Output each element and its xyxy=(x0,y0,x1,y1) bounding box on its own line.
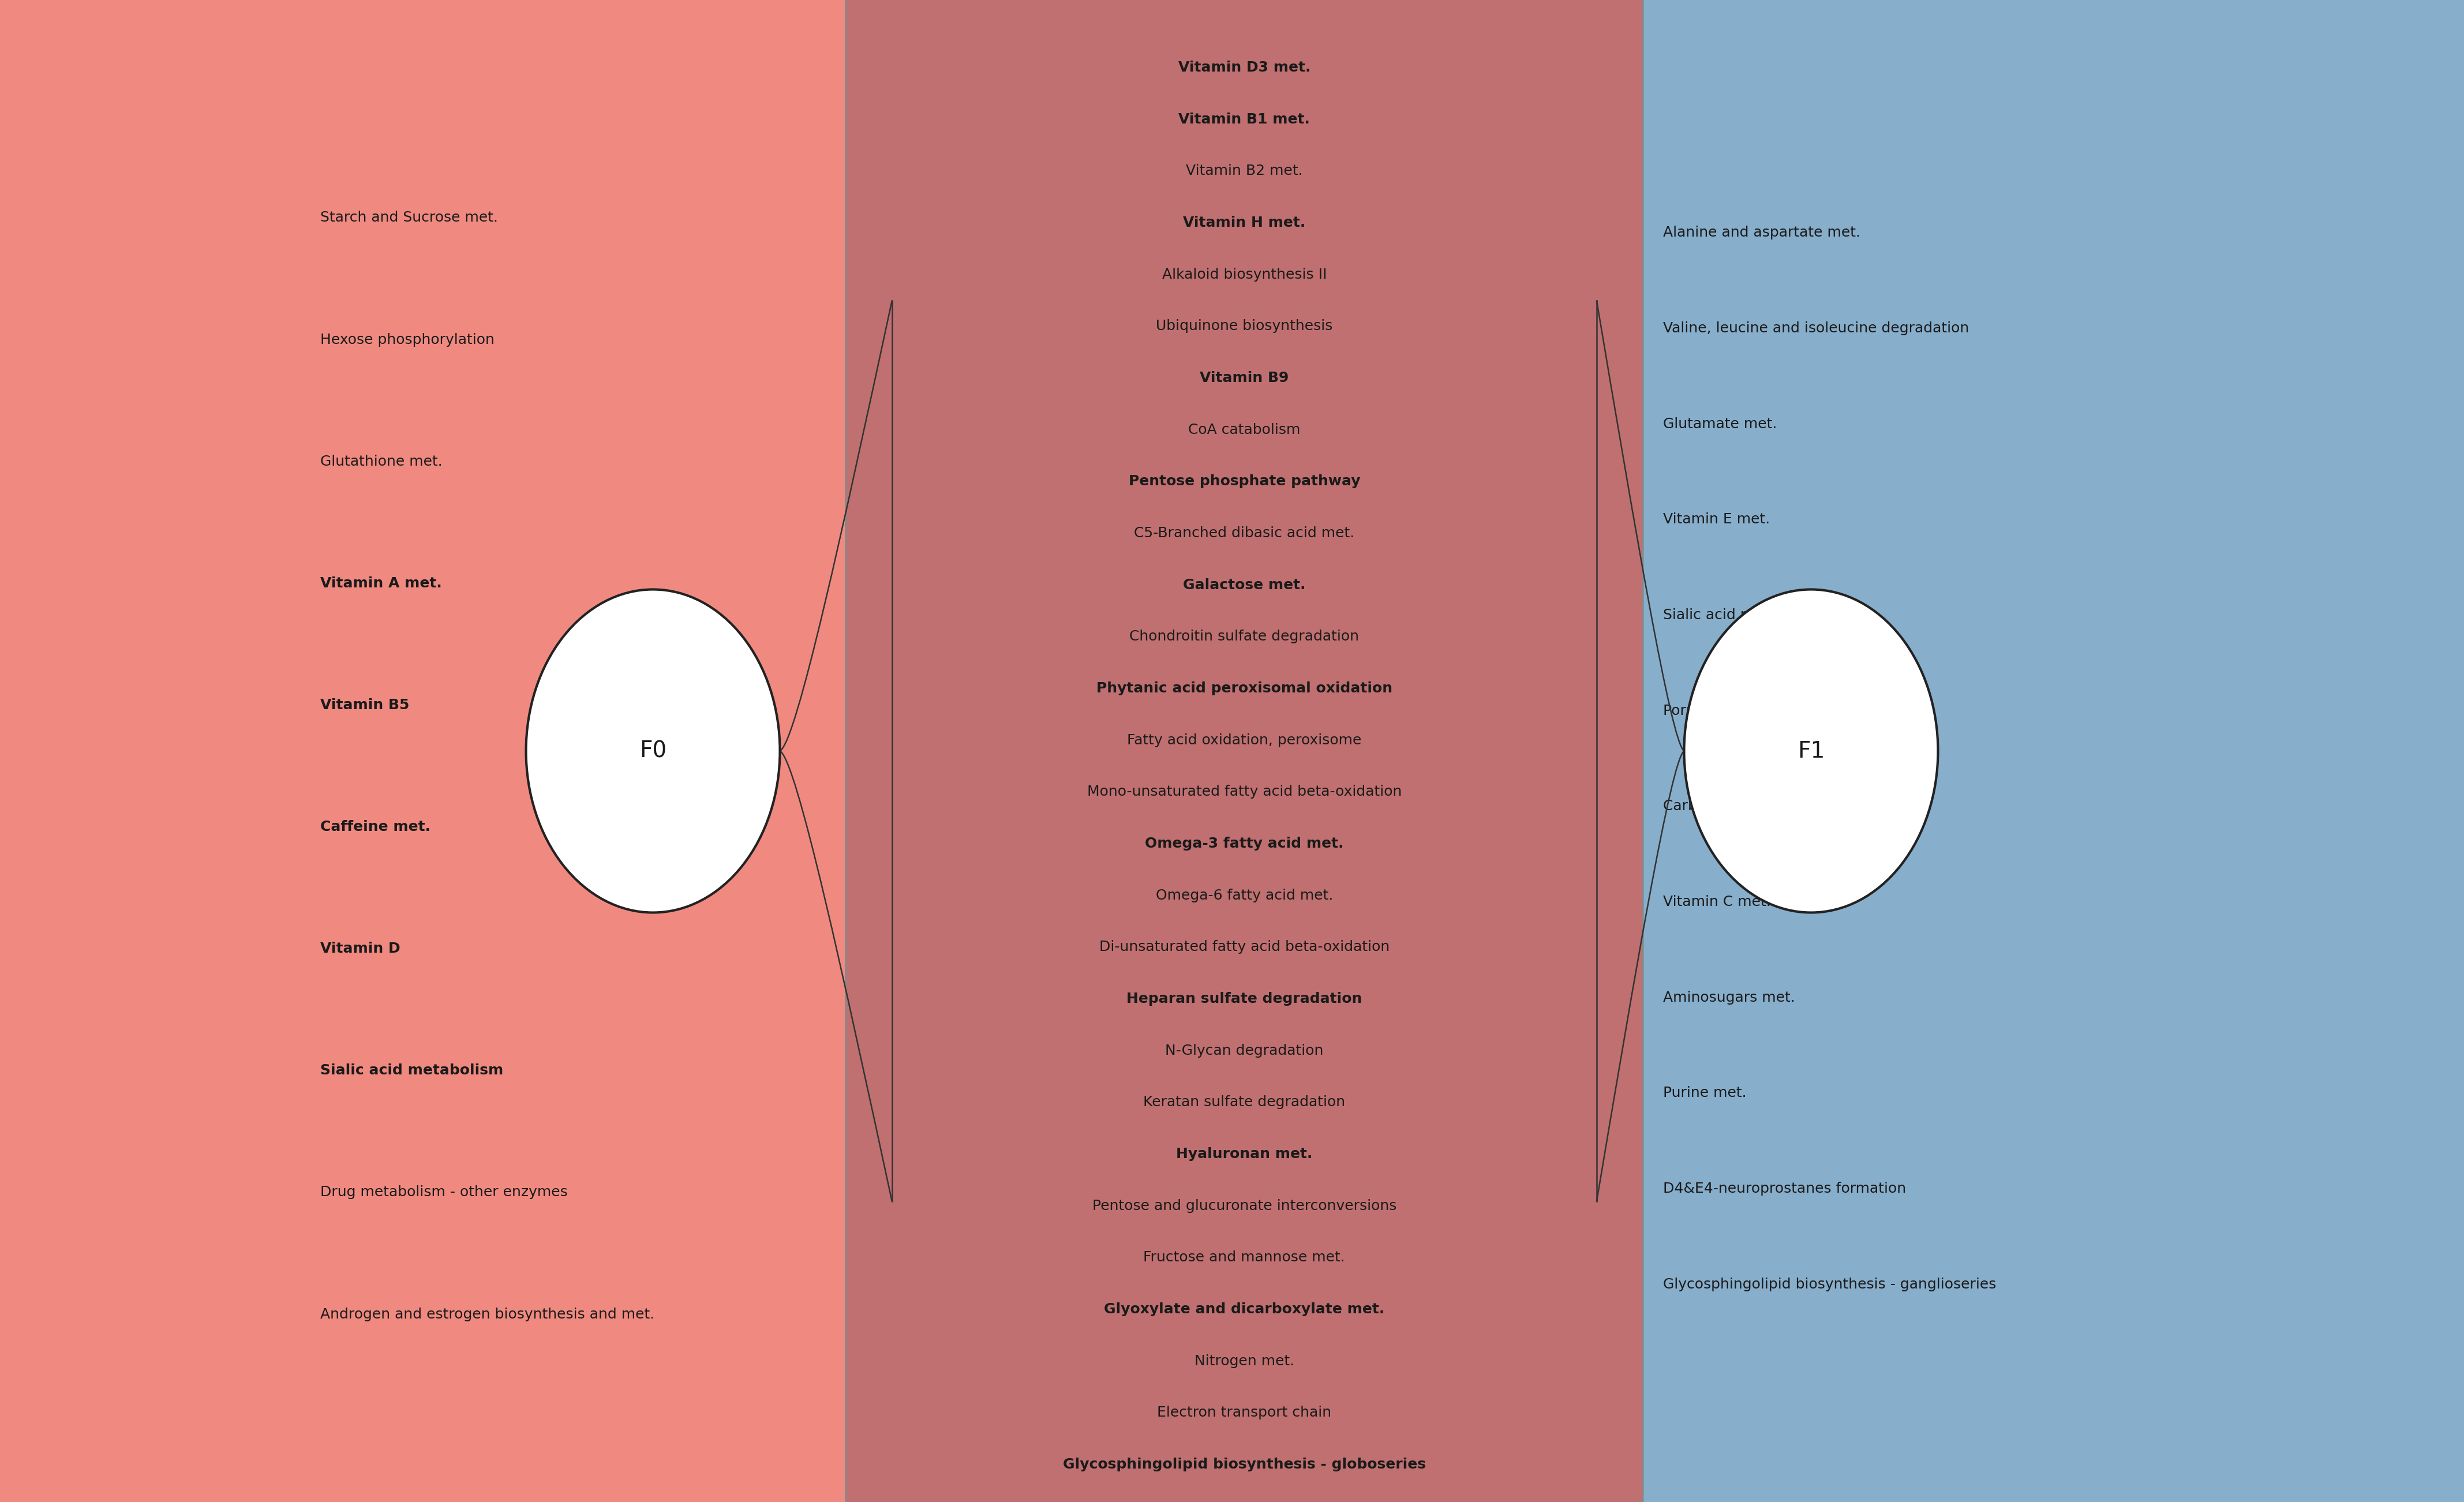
Text: Fatty acid oxidation, peroxisome: Fatty acid oxidation, peroxisome xyxy=(1126,733,1363,746)
Text: Nitrogen met.: Nitrogen met. xyxy=(1195,1355,1294,1368)
Ellipse shape xyxy=(525,589,781,913)
Text: Vitamin B5: Vitamin B5 xyxy=(320,698,409,712)
Text: Androgen and estrogen biosynthesis and met.: Androgen and estrogen biosynthesis and m… xyxy=(320,1307,655,1322)
Text: Drug metabolism - other enzymes: Drug metabolism - other enzymes xyxy=(320,1185,567,1199)
Text: Vitamin B1 met.: Vitamin B1 met. xyxy=(1178,113,1311,126)
Text: Vitamin D: Vitamin D xyxy=(320,942,399,955)
Text: Hyaluronan met.: Hyaluronan met. xyxy=(1175,1148,1313,1161)
Text: Chondroitin sulfate degradation: Chondroitin sulfate degradation xyxy=(1129,629,1360,643)
Text: Porphyrin met.: Porphyrin met. xyxy=(1663,704,1769,718)
FancyBboxPatch shape xyxy=(845,0,1643,1502)
Text: Sialic acid metabolism: Sialic acid metabolism xyxy=(320,1063,503,1077)
Text: Pentose phosphate pathway: Pentose phosphate pathway xyxy=(1129,475,1360,488)
Text: Heparan sulfate degradation: Heparan sulfate degradation xyxy=(1126,991,1363,1006)
Text: Glycosphingolipid biosynthesis - globoseries: Glycosphingolipid biosynthesis - globose… xyxy=(1062,1457,1427,1472)
Text: Caffeine met.: Caffeine met. xyxy=(320,820,431,834)
Text: Glyoxylate and dicarboxylate met.: Glyoxylate and dicarboxylate met. xyxy=(1104,1302,1385,1316)
Text: Alkaloid biosynthesis II: Alkaloid biosynthesis II xyxy=(1163,267,1326,281)
Text: F0: F0 xyxy=(638,740,668,762)
Text: Glycosphingolipid biosynthesis - ganglioseries: Glycosphingolipid biosynthesis - ganglio… xyxy=(1663,1277,1996,1292)
Text: Galactose met.: Galactose met. xyxy=(1183,578,1306,592)
Text: Carbon fixation: Carbon fixation xyxy=(1663,799,1774,813)
Text: Vitamin A met.: Vitamin A met. xyxy=(320,577,441,590)
Ellipse shape xyxy=(1683,589,1939,913)
Text: Keratan sulfate degradation: Keratan sulfate degradation xyxy=(1143,1095,1345,1108)
Text: Electron transport chain: Electron transport chain xyxy=(1158,1406,1331,1419)
Text: Pentose and glucuronate interconversions: Pentose and glucuronate interconversions xyxy=(1092,1199,1397,1212)
Text: Vitamin H met.: Vitamin H met. xyxy=(1183,216,1306,230)
Text: CoA catabolism: CoA catabolism xyxy=(1188,424,1301,437)
Text: Omega-6 fatty acid met.: Omega-6 fatty acid met. xyxy=(1156,889,1333,903)
Text: Aminosugars met.: Aminosugars met. xyxy=(1663,990,1796,1005)
Text: Glutathione met.: Glutathione met. xyxy=(320,455,444,469)
Bar xyxy=(0,0,875,1502)
Text: Phytanic acid peroxisomal oxidation: Phytanic acid peroxisomal oxidation xyxy=(1096,682,1392,695)
Text: Ubiquinone biosynthesis: Ubiquinone biosynthesis xyxy=(1156,320,1333,333)
Text: N-Glycan degradation: N-Glycan degradation xyxy=(1165,1044,1323,1057)
Text: Purine met.: Purine met. xyxy=(1663,1086,1747,1099)
Text: Vitamin D3 met.: Vitamin D3 met. xyxy=(1178,60,1311,75)
Text: Fructose and mannose met.: Fructose and mannose met. xyxy=(1143,1251,1345,1265)
Text: Hexose phosphorylation: Hexose phosphorylation xyxy=(320,333,495,347)
Text: Di-unsaturated fatty acid beta-oxidation: Di-unsaturated fatty acid beta-oxidation xyxy=(1099,940,1390,954)
Text: Vitamin C met.: Vitamin C met. xyxy=(1663,895,1772,909)
Text: Vitamin B9: Vitamin B9 xyxy=(1200,371,1289,385)
Text: Alanine and aspartate met.: Alanine and aspartate met. xyxy=(1663,225,1860,240)
Text: Valine, leucine and isoleucine degradation: Valine, leucine and isoleucine degradati… xyxy=(1663,321,1969,335)
Text: Vitamin E met.: Vitamin E met. xyxy=(1663,512,1769,527)
Text: Sialic acid met.: Sialic acid met. xyxy=(1663,608,1774,622)
Text: F1: F1 xyxy=(1796,740,1826,762)
Text: Omega-3 fatty acid met.: Omega-3 fatty acid met. xyxy=(1146,837,1343,850)
Text: Vitamin B2 met.: Vitamin B2 met. xyxy=(1185,164,1303,177)
Bar xyxy=(1614,0,2464,1502)
Text: Starch and Sucrose met.: Starch and Sucrose met. xyxy=(320,210,498,225)
Text: Mono-unsaturated fatty acid beta-oxidation: Mono-unsaturated fatty acid beta-oxidati… xyxy=(1087,786,1402,799)
Text: D4&E4-neuroprostanes formation: D4&E4-neuroprostanes formation xyxy=(1663,1182,1907,1196)
Text: Glutamate met.: Glutamate met. xyxy=(1663,418,1777,431)
Text: C5-Branched dibasic acid met.: C5-Branched dibasic acid met. xyxy=(1133,526,1355,541)
